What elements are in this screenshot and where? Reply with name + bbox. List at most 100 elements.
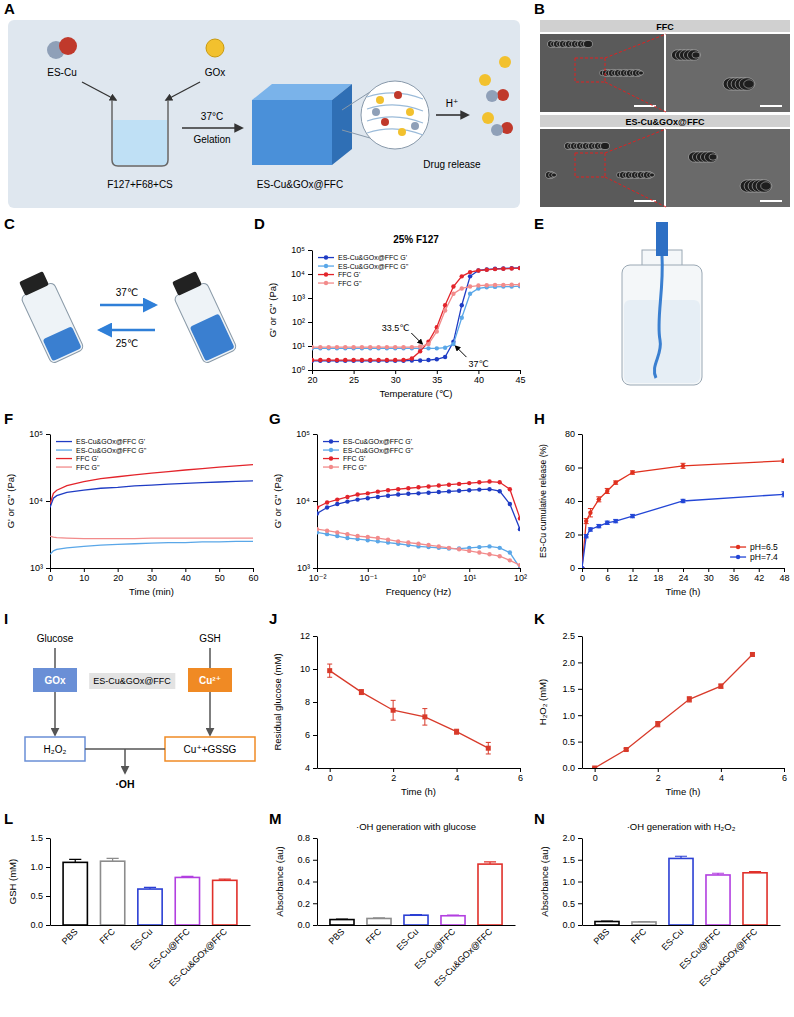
- tick: 0.6: [297, 855, 317, 865]
- tick-label: 40: [565, 496, 575, 506]
- error-bar: [613, 481, 618, 484]
- panel-letter: A: [4, 0, 15, 17]
- tick-mark: [578, 434, 582, 435]
- data-point: [426, 491, 430, 495]
- tick: 10³: [292, 293, 312, 303]
- data-point: [335, 358, 339, 362]
- legend-item: pH=7.4: [730, 552, 778, 562]
- tick-mark: [595, 768, 596, 772]
- released-particle: [499, 56, 511, 68]
- data-point: [497, 546, 501, 550]
- tick-mark: [313, 501, 317, 502]
- legend-marker: [736, 545, 740, 549]
- tick: 0.5: [562, 737, 582, 747]
- tick: 0: [48, 568, 53, 583]
- plot-area: [327, 664, 491, 754]
- es-cu-icon: [59, 37, 77, 55]
- annotation-arrow: [411, 333, 422, 344]
- data-point: [443, 308, 447, 312]
- data-point: [485, 283, 489, 287]
- tick-label: 12: [628, 573, 638, 583]
- product-label: H₂O₂: [44, 744, 67, 755]
- plot-area: [63, 858, 237, 925]
- tick-label: 10: [300, 664, 310, 674]
- legend-swatch: [56, 458, 72, 459]
- tick-mark: [658, 768, 659, 772]
- tick-label: 2.5: [562, 631, 575, 641]
- data-point: [385, 358, 389, 362]
- data-point: [613, 480, 617, 484]
- x-axis-line: [313, 370, 521, 371]
- tick: 30: [391, 370, 401, 385]
- tick: 10: [79, 568, 89, 583]
- data-point: [318, 358, 322, 362]
- data-point: [325, 500, 329, 504]
- data-point: [497, 554, 501, 558]
- tick-label: 10⁵: [296, 429, 310, 439]
- legend-label: FFC G': [343, 455, 365, 462]
- legend-item: ES-Cu&GOx@FFC G'': [323, 447, 413, 454]
- error-bar: [605, 521, 610, 524]
- data-point: [327, 668, 332, 673]
- tick-mark: [658, 568, 659, 572]
- tick-label: 10¹: [292, 341, 305, 351]
- tick-label: 30: [704, 573, 714, 583]
- error-bar: [327, 664, 332, 677]
- tick: 0.4: [297, 877, 317, 887]
- tick-mark: [46, 568, 50, 569]
- vial: [168, 269, 238, 364]
- tick-label: ES-Cu: [660, 927, 686, 953]
- tick-label: FFC: [364, 926, 384, 946]
- legend: pH=6.5pH=7.4: [730, 542, 778, 562]
- chart-title: 25% F127: [393, 234, 439, 245]
- tick: 30: [147, 568, 157, 583]
- node-label: GSH: [199, 633, 221, 644]
- image-header: [540, 115, 790, 127]
- error-bar: [630, 471, 635, 474]
- annotation: 33.5℃: [382, 323, 410, 333]
- zoom-line: [605, 82, 666, 112]
- bar: [743, 873, 767, 925]
- y-axis-title: Residual glucose (mM): [272, 653, 283, 750]
- legend-item: ES-Cu&GOx@FFC G': [318, 254, 407, 261]
- error-bar: [584, 535, 589, 538]
- legend-item: FFC G'': [323, 464, 367, 471]
- arrow: [124, 749, 126, 773]
- series-line: [317, 489, 520, 529]
- vial-body: [20, 282, 84, 364]
- pore: [601, 142, 610, 149]
- data-point: [497, 480, 501, 484]
- tick-mark: [633, 568, 634, 572]
- tick-mark: [313, 768, 317, 769]
- tick-label: 0.5: [562, 899, 575, 909]
- tick: 2: [656, 768, 661, 783]
- legend-label: ES-Cu&GOx@FFC G': [76, 438, 145, 445]
- arrow: [436, 114, 468, 116]
- tick: 10⁻²: [309, 568, 327, 583]
- data-point: [426, 484, 430, 488]
- tick: 0: [580, 568, 585, 583]
- data-point: [451, 342, 455, 346]
- tick: 24: [678, 568, 688, 583]
- beaker: [112, 100, 168, 166]
- tick: 10⁰: [291, 365, 312, 375]
- tick-label: PBS: [327, 927, 347, 947]
- released-particle: [486, 90, 498, 102]
- bar: [213, 880, 237, 925]
- process-label: Gelation: [193, 134, 230, 145]
- node-label: Glucose: [37, 633, 74, 644]
- tick: 10⁴: [291, 269, 312, 279]
- arrow: [182, 127, 242, 129]
- tick-label: 10⁴: [29, 496, 43, 506]
- error-bar: [373, 917, 385, 919]
- legend-marker: [329, 448, 333, 452]
- panel-i: IGlucoseGSHGOxCu²⁺ES-Cu&GOx@FFCH₂O₂Cu⁺+G…: [4, 610, 255, 790]
- data-point: [318, 345, 322, 349]
- panel-letter: I: [4, 610, 8, 627]
- data-point: [401, 358, 405, 362]
- tick-label: 10⁻¹: [359, 573, 377, 583]
- error-bar: [681, 499, 686, 502]
- tick-mark: [152, 568, 153, 572]
- tick-label: 8: [305, 697, 310, 707]
- data-point: [687, 697, 692, 702]
